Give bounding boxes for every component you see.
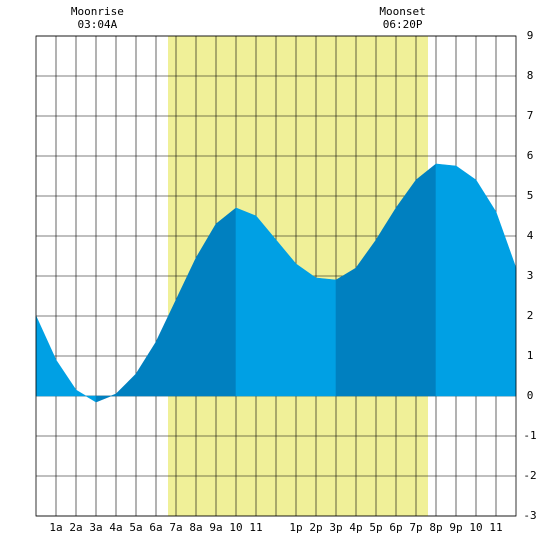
y-tick-label: 6 bbox=[527, 149, 534, 162]
x-tick-label: 4a bbox=[109, 521, 122, 534]
tide-area bbox=[55, 359, 77, 397]
y-tick-label: 0 bbox=[527, 389, 534, 402]
x-tick-label: 8p bbox=[429, 521, 442, 534]
x-tick-label: 8a bbox=[189, 521, 202, 534]
tide-area bbox=[355, 239, 377, 397]
y-tick-label: 4 bbox=[527, 229, 534, 242]
tide-area bbox=[135, 340, 157, 397]
tide-area bbox=[395, 179, 417, 397]
y-tick-label: -1 bbox=[523, 429, 536, 442]
y-tick-label: 1 bbox=[527, 349, 534, 362]
tide-area bbox=[155, 299, 177, 397]
y-tick-label: 5 bbox=[527, 189, 534, 202]
x-tick-label: 6p bbox=[389, 521, 402, 534]
x-tick-label: 10 bbox=[469, 521, 482, 534]
x-tick-label: 10 bbox=[229, 521, 242, 534]
x-tick-label: 9a bbox=[209, 521, 222, 534]
tide-area bbox=[215, 207, 237, 397]
x-tick-label: 11 bbox=[249, 521, 262, 534]
tide-area bbox=[455, 165, 477, 397]
tide-area bbox=[295, 263, 317, 397]
y-tick-label: 9 bbox=[527, 29, 534, 42]
tide-area bbox=[115, 373, 137, 397]
x-tick-label: 5a bbox=[129, 521, 142, 534]
tide-area bbox=[75, 389, 97, 403]
tide-area bbox=[415, 163, 437, 397]
tide-area bbox=[315, 277, 337, 397]
tide-area bbox=[475, 178, 497, 397]
x-tick-label: 7p bbox=[409, 521, 422, 534]
tide-area bbox=[275, 239, 297, 397]
x-tick-label: 1a bbox=[49, 521, 62, 534]
x-tick-label: 2a bbox=[69, 521, 82, 534]
y-tick-label: 8 bbox=[527, 69, 534, 82]
x-tick-label: 7a bbox=[169, 521, 182, 534]
plot-frame bbox=[35, 35, 517, 517]
annotation-label: Moonrise bbox=[71, 5, 124, 18]
tide-area bbox=[95, 393, 117, 403]
y-tick-label: -3 bbox=[523, 509, 536, 522]
x-tick-label: 2p bbox=[309, 521, 322, 534]
tide-area bbox=[495, 211, 517, 397]
tide-area bbox=[435, 163, 457, 397]
annotation-time: 06:20P bbox=[383, 18, 423, 31]
annotation-time: 03:04A bbox=[78, 18, 118, 31]
x-tick-label: 9p bbox=[449, 521, 462, 534]
y-tick-label: 2 bbox=[527, 309, 534, 322]
y-tick-label: -2 bbox=[523, 469, 536, 482]
annotation-label: Moonset bbox=[379, 5, 425, 18]
tide-area bbox=[255, 215, 277, 397]
x-tick-label: 5p bbox=[369, 521, 382, 534]
x-tick-label: 11 bbox=[489, 521, 502, 534]
y-tick-label: 7 bbox=[527, 109, 534, 122]
tide-area bbox=[35, 315, 57, 397]
x-tick-label: 3p bbox=[329, 521, 342, 534]
x-tick-label: 6a bbox=[149, 521, 162, 534]
tide-area bbox=[235, 207, 257, 397]
y-tick-label: 3 bbox=[527, 269, 534, 282]
x-tick-label: 4p bbox=[349, 521, 362, 534]
x-tick-label: 1p bbox=[289, 521, 302, 534]
tide-area bbox=[335, 267, 357, 397]
x-tick-label: 3a bbox=[89, 521, 102, 534]
tide-area bbox=[375, 206, 397, 397]
